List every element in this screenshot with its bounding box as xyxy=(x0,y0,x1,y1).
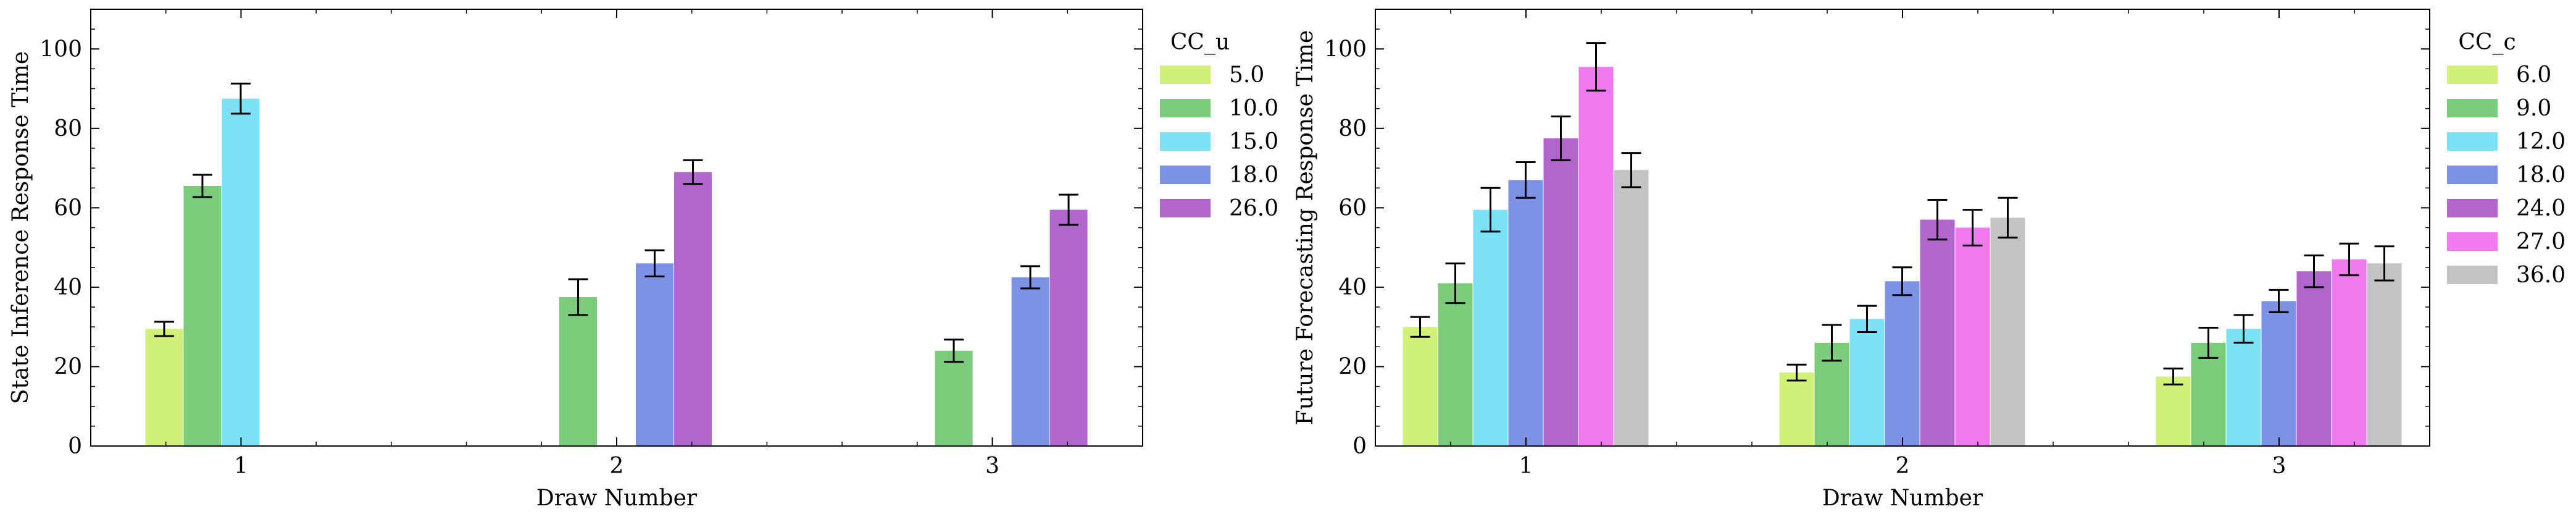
bar xyxy=(1543,138,1578,446)
y-tick-label: 100 xyxy=(40,36,82,62)
legend-title: CC_c xyxy=(2458,30,2516,55)
x-tick-label: 1 xyxy=(1519,453,1533,479)
y-tick-label: 40 xyxy=(1338,275,1367,300)
bar xyxy=(145,329,183,446)
bar xyxy=(2261,301,2296,446)
x-tick-label: 2 xyxy=(610,453,624,479)
bar xyxy=(1403,327,1438,446)
y-axis-label: State Inference Response Time xyxy=(8,51,33,404)
y-tick-label: 0 xyxy=(1353,434,1367,459)
y-tick-label: 80 xyxy=(1338,116,1367,141)
legend-swatch xyxy=(2447,266,2498,284)
y-tick-label: 20 xyxy=(1338,354,1367,379)
bar xyxy=(2367,263,2402,446)
x-tick-label: 2 xyxy=(1896,453,1910,479)
legend-label: 5.0 xyxy=(1229,62,1264,88)
bar xyxy=(2191,342,2226,446)
y-tick-label: 40 xyxy=(54,275,82,300)
y-tick-label: 0 xyxy=(68,434,82,459)
bar xyxy=(2332,259,2367,446)
bar xyxy=(183,186,222,446)
y-tick-label: 60 xyxy=(1338,195,1367,221)
y-tick-label: 100 xyxy=(1324,36,1367,62)
legend-swatch xyxy=(2447,232,2498,251)
legend-label: 18.0 xyxy=(2516,162,2566,188)
bar xyxy=(1049,209,1088,446)
legend-label: 9.0 xyxy=(2516,96,2551,121)
legend-swatch xyxy=(1160,132,1211,151)
bar xyxy=(1779,373,1814,446)
bar xyxy=(559,297,597,446)
bar xyxy=(1438,283,1473,446)
bar xyxy=(1955,227,1990,446)
y-tick-label: 60 xyxy=(54,195,82,221)
legend-label: 6.0 xyxy=(2516,62,2551,88)
y-tick-label: 80 xyxy=(54,116,82,141)
bar xyxy=(2296,271,2332,446)
bar xyxy=(222,98,260,447)
x-tick-label: 3 xyxy=(985,453,999,479)
legend-title: CC_u xyxy=(1170,30,1230,55)
legend-swatch xyxy=(2447,199,2498,217)
bar xyxy=(1011,277,1049,446)
bar xyxy=(1578,67,1614,446)
legend-label: 18.0 xyxy=(1229,162,1278,188)
x-axis-label: Draw Number xyxy=(1822,486,1983,511)
bar xyxy=(1990,217,2025,446)
legend-swatch xyxy=(1160,166,1211,184)
legend-label: 26.0 xyxy=(1229,196,1278,221)
bar xyxy=(2226,329,2261,446)
legend-swatch xyxy=(1160,99,1211,117)
chart-1: 0 20 40 60 80 100 1 2 3 Draw Number State Inferenc… xyxy=(8,9,1278,511)
legend: CC_u 5.0 10.0 15.0 18.0 26.0 xyxy=(1160,30,1278,221)
bar xyxy=(1885,281,1920,446)
legend-label: 36.0 xyxy=(2516,263,2566,288)
legend: CC_c6.0 9.0 12.0 18.0 24.0 27.0 36.0 xyxy=(2447,30,2566,288)
chart-2: 0 20 40 60 80 100 1 2 3 Draw Number Future Forecas… xyxy=(1293,9,2566,511)
bar xyxy=(935,350,973,446)
legend-swatch xyxy=(2447,65,2498,84)
y-axis-label: Future Forecasting Response Time xyxy=(1293,30,1318,426)
bar xyxy=(1508,180,1543,446)
bar xyxy=(1849,319,1885,446)
legend-swatch xyxy=(2447,132,2498,151)
legend-swatch xyxy=(1160,199,1211,217)
bar xyxy=(636,263,673,446)
x-axis-label: Draw Number xyxy=(536,486,698,511)
bar xyxy=(2156,376,2191,446)
x-tick-label: 1 xyxy=(234,453,248,479)
y-tick-label: 20 xyxy=(54,354,82,379)
bar xyxy=(1614,170,1649,446)
bar xyxy=(1473,209,1508,446)
legend-label: 15.0 xyxy=(1229,129,1278,154)
bar xyxy=(674,172,712,446)
x-tick-label: 3 xyxy=(2272,453,2286,479)
legend-label: 12.0 xyxy=(2516,129,2566,154)
legend-swatch xyxy=(1160,65,1211,84)
legend-label: 27.0 xyxy=(2516,229,2566,255)
legend-label: 24.0 xyxy=(2516,196,2566,221)
bar xyxy=(1920,219,1955,446)
legend-label: 10.0 xyxy=(1229,96,1278,121)
legend-swatch xyxy=(2447,166,2498,184)
legend-swatch xyxy=(2447,99,2498,117)
